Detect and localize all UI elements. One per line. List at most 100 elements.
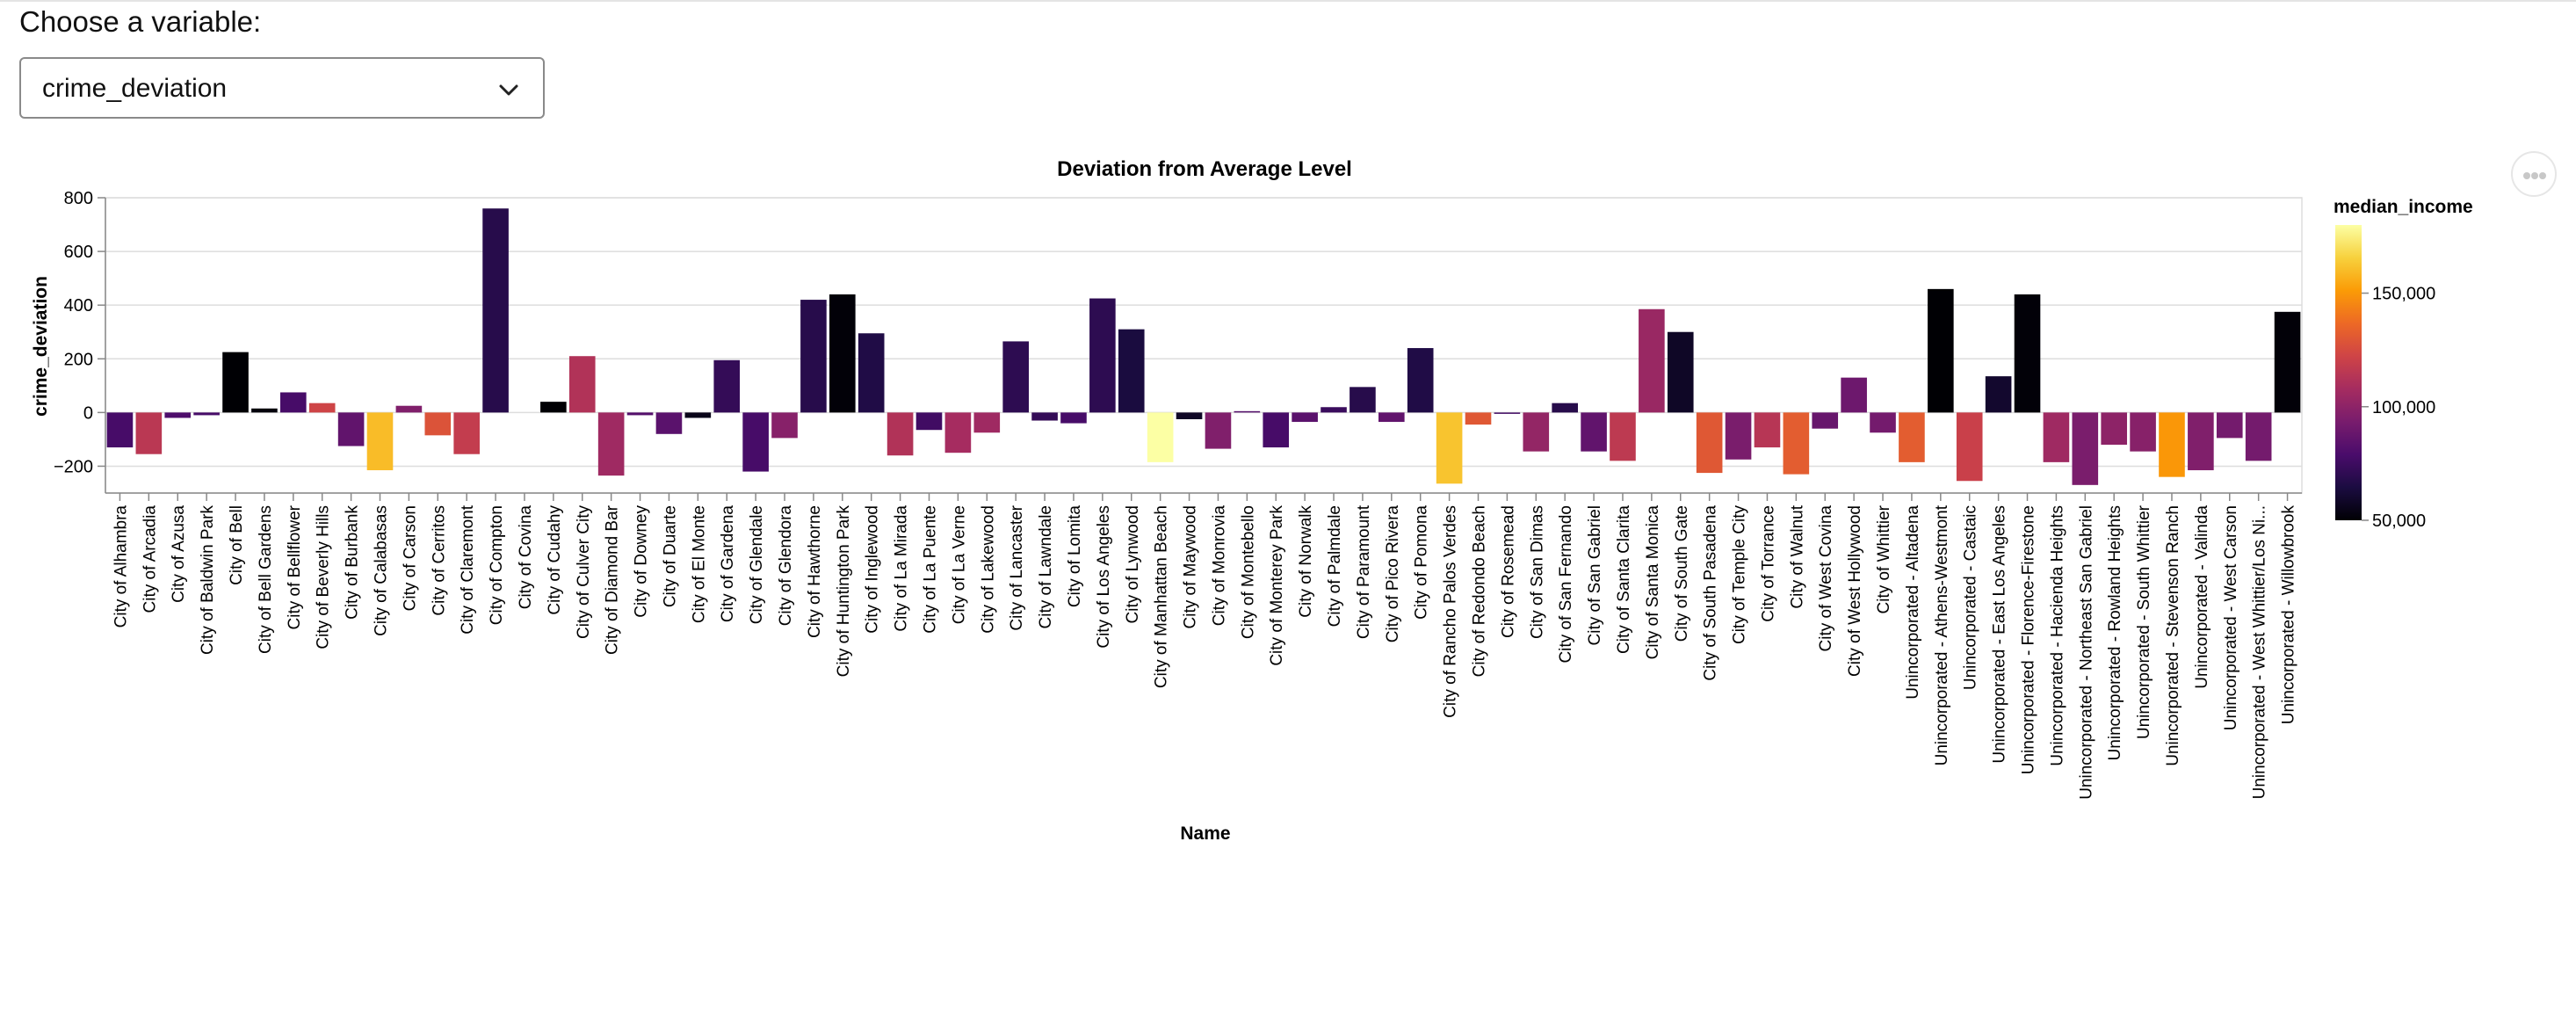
x-tick-label: City of Covina <box>517 505 535 610</box>
bar[interactable] <box>2101 412 2127 446</box>
bar[interactable] <box>1696 412 1723 474</box>
bar[interactable] <box>1581 412 1607 452</box>
bar[interactable] <box>1031 412 1058 421</box>
x-tick-label: City of Maywood <box>1182 505 1200 628</box>
bar[interactable] <box>944 412 972 453</box>
bar[interactable] <box>1118 329 1145 413</box>
bar[interactable] <box>1899 412 1925 462</box>
bar[interactable] <box>1350 387 1376 413</box>
bar[interactable] <box>1321 407 1347 413</box>
bar[interactable] <box>626 412 654 416</box>
x-tick-label: City of Redondo Beach <box>1471 505 1489 677</box>
bar[interactable] <box>2130 412 2156 452</box>
bar[interactable] <box>1176 412 1203 419</box>
bar[interactable] <box>857 333 885 413</box>
bar[interactable] <box>482 208 509 413</box>
bar[interactable] <box>1725 412 1752 460</box>
bar[interactable] <box>800 300 827 413</box>
bar[interactable] <box>1407 348 1434 413</box>
y-tick-label: −200 <box>54 457 93 476</box>
bar[interactable] <box>280 392 307 413</box>
bar[interactable] <box>1985 376 2012 413</box>
x-tick-label: City of Norwalk <box>1297 505 1315 618</box>
bar[interactable] <box>1552 403 1578 413</box>
bar[interactable] <box>684 412 712 418</box>
bar[interactable] <box>2188 412 2214 471</box>
bar[interactable] <box>1089 298 1116 413</box>
bar[interactable] <box>1870 412 1896 433</box>
bar[interactable] <box>453 412 480 454</box>
x-tick-label: City of Bell Gardens <box>257 505 275 654</box>
bar[interactable] <box>742 412 769 472</box>
bar[interactable] <box>222 352 249 413</box>
bar[interactable] <box>2159 412 2185 477</box>
x-tick-label: City of Bell <box>228 505 246 585</box>
bar[interactable] <box>1639 308 1665 413</box>
x-tick-label: Unincorporated - Castaic <box>1962 505 1980 690</box>
bar[interactable] <box>193 412 220 416</box>
x-tick-label: City of Lynwood <box>1124 505 1142 623</box>
more-horizontal-icon[interactable] <box>2511 151 2557 197</box>
bar[interactable] <box>771 412 798 439</box>
top-border <box>0 0 2576 2</box>
bar[interactable] <box>2014 294 2041 413</box>
bar[interactable] <box>2274 311 2301 413</box>
bar[interactable] <box>164 412 192 418</box>
bar[interactable] <box>1263 412 1290 448</box>
bar[interactable] <box>395 405 423 413</box>
x-tick-label: City of Rosemead <box>1499 505 1517 638</box>
bar[interactable] <box>424 412 452 436</box>
x-tick-label: City of Los Angeles <box>1095 505 1113 649</box>
bar[interactable] <box>915 412 943 431</box>
bar[interactable] <box>1465 412 1492 425</box>
x-tick-label: City of Bellflower <box>286 504 304 629</box>
bar[interactable] <box>337 412 365 446</box>
x-tick-label: City of El Monte <box>690 505 708 623</box>
bar[interactable] <box>568 356 596 413</box>
bar[interactable] <box>1205 412 1232 449</box>
bar[interactable] <box>1812 412 1839 429</box>
bar[interactable] <box>1147 412 1174 462</box>
x-tick-label: City of Lomita <box>1066 505 1084 608</box>
bar[interactable] <box>1523 412 1550 452</box>
x-tick-label: City of La Verne <box>950 505 968 624</box>
bar[interactable] <box>1494 412 1521 414</box>
x-tick-label: City of Diamond Bar <box>604 504 622 655</box>
x-tick-label: City of Compton <box>488 505 506 625</box>
bar[interactable] <box>1754 412 1781 448</box>
x-tick-label: City of Walnut <box>1788 504 1806 608</box>
bar[interactable] <box>597 412 625 476</box>
bar[interactable] <box>2043 412 2070 462</box>
variable-select[interactable]: crime_deviation <box>19 57 545 119</box>
bar[interactable] <box>308 403 336 413</box>
bar[interactable] <box>1002 341 1029 413</box>
bar[interactable] <box>829 294 856 413</box>
bar[interactable] <box>540 402 567 413</box>
bar[interactable] <box>655 412 683 434</box>
bar[interactable] <box>2245 412 2272 461</box>
bar[interactable] <box>1436 412 1463 484</box>
bar[interactable] <box>1928 288 1954 413</box>
bar[interactable] <box>1610 412 1636 461</box>
bar[interactable] <box>713 359 741 413</box>
bar[interactable] <box>106 412 134 448</box>
bar[interactable] <box>1783 412 1810 475</box>
x-tick-label: Unincorporated - Athens-Westmont <box>1933 504 1951 765</box>
bar[interactable] <box>1292 412 1318 423</box>
bar[interactable] <box>1060 412 1087 424</box>
x-tick-label: City of Alhambra <box>112 505 130 628</box>
x-tick-label: City of West Covina <box>1817 505 1835 652</box>
bar[interactable] <box>251 408 278 413</box>
bar[interactable] <box>2072 412 2099 485</box>
bar[interactable] <box>366 412 394 471</box>
bar[interactable] <box>973 412 1001 433</box>
bar[interactable] <box>886 412 914 456</box>
bar[interactable] <box>2216 412 2243 439</box>
bar[interactable] <box>1234 410 1261 413</box>
bar[interactable] <box>1378 412 1405 423</box>
bar[interactable] <box>1841 377 1867 413</box>
bar[interactable] <box>1956 412 1983 482</box>
legend-tick-label: 100,000 <box>2372 398 2435 417</box>
bar[interactable] <box>135 412 163 454</box>
bar[interactable] <box>1667 331 1694 413</box>
